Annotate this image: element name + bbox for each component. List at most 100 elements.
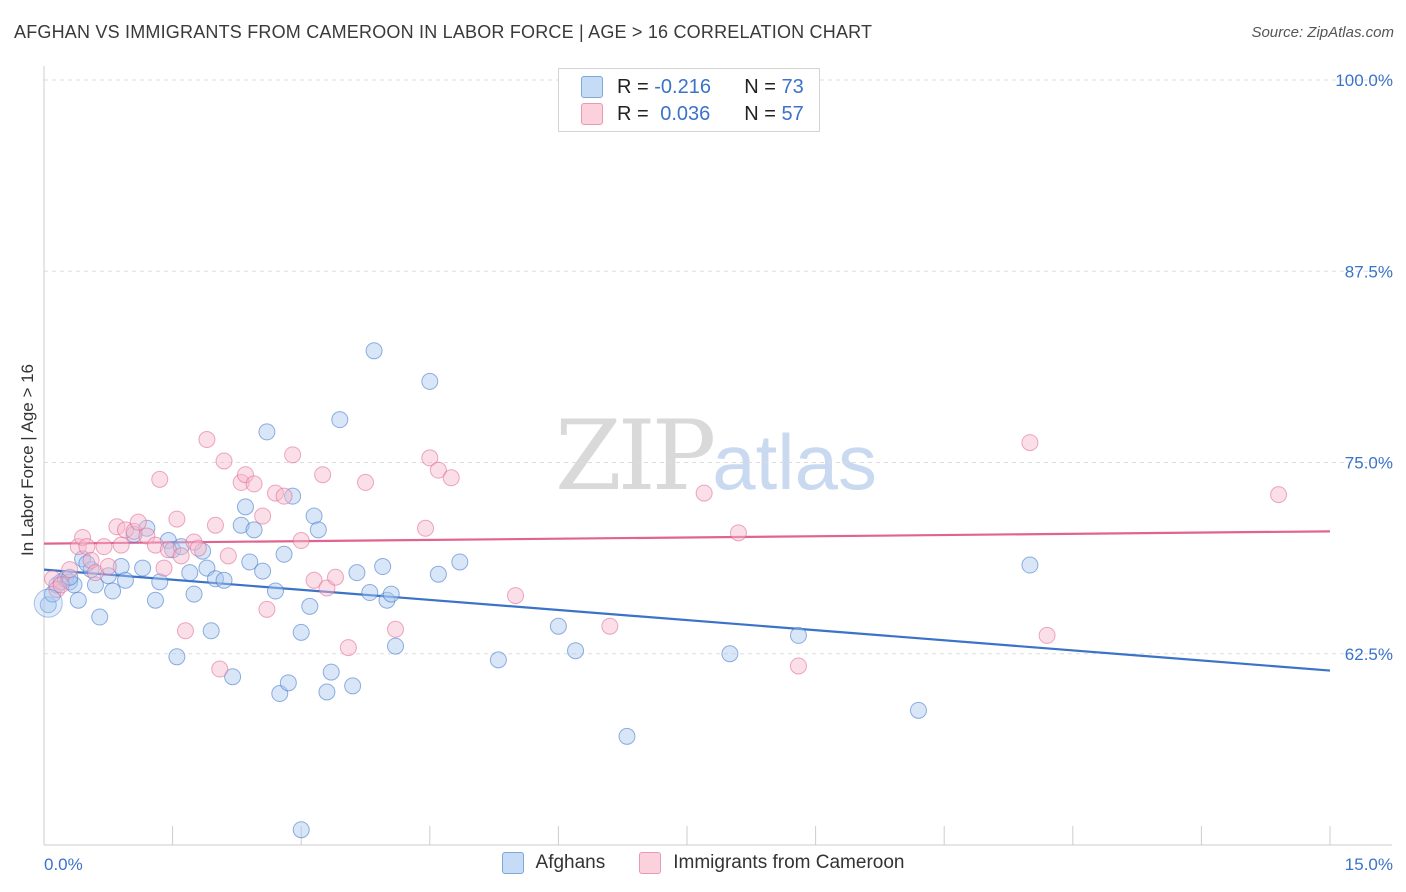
- afghans-point: [172, 538, 190, 556]
- afghans-point: [185, 585, 203, 603]
- cameroon-point: [1038, 626, 1056, 644]
- cameroon-point: [151, 470, 169, 488]
- afghans-point: [202, 622, 220, 640]
- cameroon-point: [326, 568, 344, 586]
- cameroon-point: [357, 473, 374, 491]
- afghans-point: [275, 545, 293, 563]
- afghans-point: [348, 564, 366, 582]
- afghans-point: [206, 570, 224, 588]
- afghans-point: [549, 617, 567, 635]
- cameroon-point: [254, 507, 272, 525]
- cameroon-point: [61, 561, 79, 579]
- legend-n-label: N =: [744, 102, 776, 125]
- afghans-point: [318, 683, 336, 701]
- series-swatch-afghans: [501, 852, 524, 874]
- afghans-point: [39, 596, 57, 614]
- y-tick-label: 100.0%: [1335, 71, 1393, 90]
- cameroon-point: [185, 533, 203, 551]
- afghans-point: [224, 668, 242, 686]
- legend-r-label: R =: [617, 75, 649, 98]
- cameroon-point: [176, 622, 194, 640]
- afghans-point: [374, 558, 392, 576]
- legend-r-value-afghans: -0.216: [654, 75, 711, 98]
- afghans-point: [181, 564, 199, 582]
- afghans-point: [91, 608, 109, 626]
- cameroon-point: [236, 466, 254, 484]
- cameroon-point: [44, 570, 62, 588]
- afghans-point: [789, 626, 807, 644]
- afghans-point: [322, 663, 340, 681]
- cameroon-point: [695, 484, 713, 502]
- afghans-point: [387, 637, 405, 655]
- x-tick-label: 0.0%: [44, 855, 83, 874]
- afghans-point: [361, 584, 379, 602]
- afghans-point: [168, 648, 186, 666]
- y-tick-label: 75.0%: [1345, 454, 1393, 473]
- afghans-point: [305, 507, 323, 525]
- cameroon-point: [189, 539, 207, 557]
- afghans-point: [567, 642, 585, 660]
- cameroon-point: [314, 466, 332, 484]
- trend-lines: [43, 530, 1331, 672]
- cameroon-point: [789, 657, 807, 675]
- cameroon-point: [258, 600, 276, 618]
- cameroon-point: [125, 522, 143, 540]
- cameroon-point: [198, 431, 216, 449]
- cameroon-point: [1021, 434, 1039, 452]
- cameroon-point: [116, 521, 134, 539]
- x-tick-labels: 0.0% 15.0%: [44, 855, 1393, 874]
- afghans-point: [489, 651, 507, 669]
- legend-n-value-cameroon: 57: [781, 102, 804, 125]
- cameroon-point: [729, 524, 747, 542]
- afghans-point: [721, 645, 739, 663]
- cameroon-trend-line: [43, 530, 1331, 545]
- afghans-point: [451, 553, 469, 571]
- watermark-atlas: atlas: [712, 418, 877, 506]
- afghans-point: [301, 597, 319, 615]
- afghans-point: [344, 677, 362, 695]
- afghans-point: [112, 558, 130, 576]
- y-tick-labels: 100.0% 87.5% 75.0% 62.5%: [1335, 71, 1393, 664]
- cameroon-point: [275, 487, 293, 505]
- watermark: ZIPatlas: [555, 400, 877, 512]
- cameroon-point: [507, 587, 525, 605]
- cameroon-point: [69, 538, 87, 556]
- afghans-point: [258, 423, 276, 441]
- cameroon-point: [172, 547, 190, 565]
- cameroon-point: [339, 639, 357, 657]
- cameroon-point: [215, 452, 233, 470]
- afghans-point: [116, 571, 134, 589]
- cameroon-point: [168, 510, 186, 528]
- cameroon-point: [146, 536, 164, 554]
- cameroon-point: [429, 461, 447, 479]
- afghans-point: [309, 521, 327, 539]
- cameroon-point: [99, 558, 117, 576]
- afghans-point: [232, 516, 250, 534]
- chart-title: AFGHAN VS IMMIGRANTS FROM CAMEROON IN LA…: [14, 22, 873, 42]
- afghans-point: [1021, 556, 1039, 574]
- cameroon-point: [1270, 486, 1288, 504]
- series-label-cameroon: Immigrants from Cameroon: [673, 852, 905, 873]
- afghans-point: [236, 498, 254, 516]
- cameroon-point: [421, 449, 439, 467]
- afghans-point: [292, 623, 310, 641]
- cameroon-point: [284, 446, 302, 464]
- afghans-point: [382, 585, 400, 603]
- cameroon-point: [292, 532, 310, 550]
- series-legend-cameroon[interactable]: Immigrants from Cameroon: [639, 852, 904, 874]
- cameroon-point: [232, 473, 250, 491]
- y-tick-label: 62.5%: [1345, 645, 1393, 664]
- afghans-point: [266, 582, 284, 600]
- cameroon-point: [417, 519, 435, 537]
- afghans-point: [33, 588, 63, 618]
- series-legend-afghans[interactable]: Afghans: [501, 852, 605, 874]
- cameroon-point: [52, 576, 70, 594]
- cameroon-point: [601, 617, 619, 635]
- cameroon-point: [129, 513, 147, 531]
- afghans-point: [292, 821, 310, 839]
- afghans-point: [151, 573, 169, 591]
- legend-row-afghans: R = -0.216 N = 73: [581, 74, 804, 100]
- legend-swatch-cameroon: [581, 103, 603, 125]
- afghans-point: [69, 591, 87, 609]
- afghans-point: [146, 591, 164, 609]
